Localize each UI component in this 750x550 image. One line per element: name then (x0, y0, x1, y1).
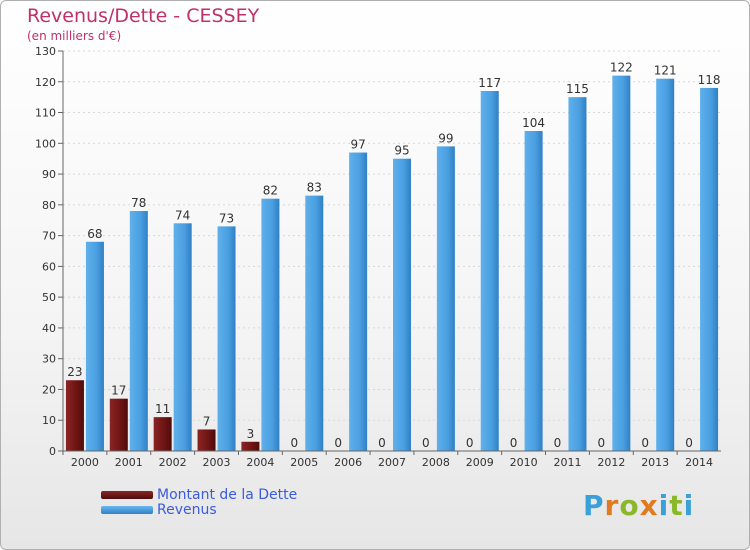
bar-revenus (129, 211, 148, 451)
legend-label-debt: Montant de la Dette (157, 487, 298, 503)
y-tick-label: 60 (42, 260, 56, 273)
x-tick-label: 2006 (334, 456, 362, 469)
y-tick-label: 50 (42, 291, 56, 304)
bar-revenus (85, 241, 104, 451)
bar-revenus (436, 146, 455, 451)
x-tick-label: 2010 (510, 456, 538, 469)
bar-revenus (480, 91, 499, 451)
y-tick-label: 10 (42, 414, 56, 427)
data-labels: 23 68 17 78 11 74 7 73 3 82 0 83 0 97 0 95 0 99 0 117 0 104 0 1… (67, 61, 720, 450)
x-tick-label: 2002 (159, 456, 187, 469)
bar-revenus (217, 226, 236, 451)
bar-revenus (393, 158, 411, 451)
y-tick-label: 70 (42, 230, 56, 243)
bar-revenus (349, 152, 368, 452)
bar-debt (197, 429, 216, 451)
y-tick-label: 20 (42, 383, 56, 396)
y-tick-label: 80 (42, 199, 56, 212)
y-tick-label: 120 (35, 76, 56, 89)
y-tick-label: 30 (42, 353, 56, 366)
chart-title: Revenus/Dette - CESSEY (27, 5, 260, 27)
data-label-revenus: 68 (87, 227, 102, 241)
x-tick-label: 2000 (71, 456, 99, 469)
data-label-debt: 0 (378, 436, 386, 450)
data-label-revenus: 115 (566, 82, 589, 96)
y-tick-label: 0 (49, 445, 56, 458)
bar-revenus (173, 223, 192, 451)
x-tick-label: 2005 (290, 456, 318, 469)
legend-swatch-revenus (101, 506, 153, 514)
data-label-debt: 0 (290, 436, 298, 450)
data-label-debt: 0 (641, 436, 649, 450)
data-label-debt: 0 (598, 436, 606, 450)
data-label-debt: 23 (67, 365, 82, 379)
chart-subtitle: (en milliers d'€) (27, 29, 122, 43)
data-label-revenus: 78 (131, 196, 146, 210)
bar-debt (153, 417, 172, 451)
data-label-debt: 0 (510, 436, 518, 450)
data-label-debt: 11 (155, 402, 170, 416)
x-tick-label: 2009 (466, 456, 494, 469)
proxiti-logo: Proxiti (583, 489, 695, 522)
data-label-revenus: 122 (610, 61, 633, 75)
data-label-debt: 0 (554, 436, 562, 450)
x-tick-label: 2008 (422, 456, 450, 469)
bar-revenus (305, 195, 324, 451)
x-axis: 2000 2001 2002 2003 2004 2005 2006 2007 2008 2009… (62, 450, 721, 469)
bar-revenus (568, 97, 587, 452)
data-label-debt: 0 (422, 436, 430, 450)
bar-revenus (261, 198, 280, 451)
x-tick-label: 2013 (641, 456, 669, 469)
y-axis: 0 10 20 30 40 50 60 70 80 90 100 110 120 130 (35, 45, 64, 458)
data-label-revenus: 74 (175, 208, 190, 222)
bar-revenus (524, 131, 543, 451)
bars (65, 75, 719, 452)
data-label-debt: 0 (334, 436, 342, 450)
y-tick-label: 130 (35, 45, 56, 58)
data-label-revenus: 82 (263, 184, 278, 198)
x-tick-label: 2012 (597, 456, 625, 469)
legend-label-revenus: Revenus (157, 502, 217, 518)
x-tick-label: 2007 (378, 456, 406, 469)
data-label-revenus: 118 (698, 73, 721, 87)
data-label-revenus: 97 (350, 138, 365, 152)
data-label-revenus: 83 (307, 181, 322, 195)
data-label-debt: 3 (247, 427, 255, 441)
bar-revenus (700, 87, 719, 451)
y-tick-label: 90 (42, 168, 56, 181)
data-label-revenus: 104 (522, 116, 545, 130)
legend-swatch-debt (101, 491, 153, 499)
x-tick-label: 2003 (203, 456, 231, 469)
y-tick-label: 110 (35, 107, 56, 120)
data-label-debt: 7 (203, 414, 211, 428)
y-tick-label: 40 (42, 322, 56, 335)
bar-debt (241, 441, 260, 451)
y-tick-label: 100 (35, 137, 56, 150)
data-label-debt: 17 (111, 384, 126, 398)
x-tick-label: 2001 (115, 456, 143, 469)
x-tick-label: 2004 (246, 456, 274, 469)
data-label-revenus: 95 (394, 144, 409, 158)
data-label-revenus: 121 (654, 64, 677, 78)
bar-debt (65, 380, 84, 451)
data-label-debt: 0 (685, 436, 693, 450)
data-label-debt: 0 (466, 436, 474, 450)
bar-revenus (612, 75, 631, 451)
bar-debt (109, 398, 128, 451)
bar-revenus (656, 78, 675, 451)
data-label-revenus: 99 (438, 131, 453, 145)
data-label-revenus: 117 (478, 76, 501, 90)
data-label-revenus: 73 (219, 211, 234, 225)
x-tick-label: 2011 (553, 456, 581, 469)
x-tick-label: 2014 (685, 456, 713, 469)
